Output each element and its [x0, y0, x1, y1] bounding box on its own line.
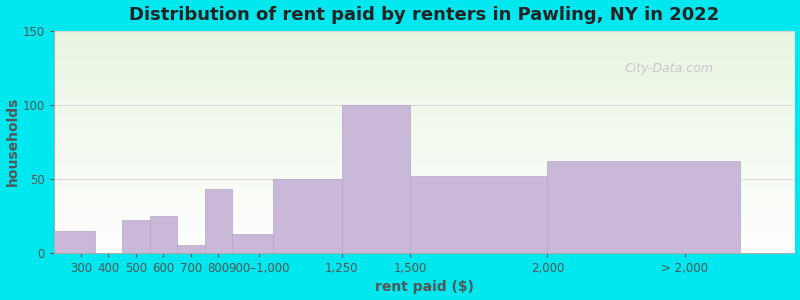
X-axis label: rent paid ($): rent paid ($)	[374, 280, 474, 294]
Title: Distribution of rent paid by renters in Pawling, NY in 2022: Distribution of rent paid by renters in …	[129, 6, 719, 24]
Bar	[54, 231, 94, 253]
Bar	[177, 245, 205, 253]
Bar	[410, 176, 547, 253]
Y-axis label: households: households	[6, 97, 19, 187]
Bar	[232, 234, 273, 253]
Bar	[205, 189, 232, 253]
Text: City-Data.com: City-Data.com	[624, 62, 713, 75]
Bar	[273, 179, 342, 253]
Bar	[150, 216, 177, 253]
Bar	[547, 161, 739, 253]
Bar	[342, 105, 410, 253]
Bar	[122, 220, 150, 253]
